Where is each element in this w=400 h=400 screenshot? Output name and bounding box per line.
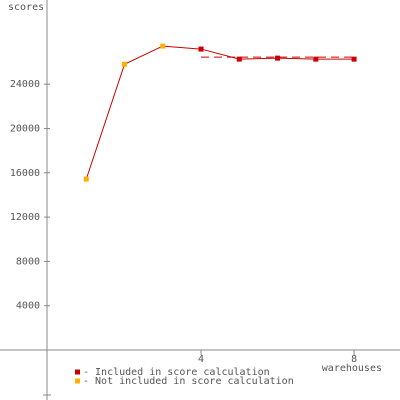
legend-label: - Not included in score calculation xyxy=(83,376,294,387)
y-tick-label: 16000 xyxy=(10,168,40,179)
line-segment xyxy=(239,57,278,60)
point xyxy=(83,176,89,182)
line-segment xyxy=(200,48,240,60)
y-tick-label: 20000 xyxy=(10,123,40,134)
y-axis-label: scores xyxy=(8,2,44,13)
legend-label: - Included in score calculation xyxy=(83,367,270,378)
point xyxy=(198,46,204,52)
point xyxy=(122,61,128,67)
x-tick-label: 4 xyxy=(198,354,204,365)
legend-marker xyxy=(75,378,80,384)
point xyxy=(275,55,281,61)
line-segment xyxy=(85,64,125,180)
line-segment xyxy=(277,57,316,60)
y-tick-label: 8000 xyxy=(16,256,40,267)
line-segment xyxy=(124,45,163,65)
point xyxy=(351,56,357,62)
point xyxy=(160,43,166,49)
y-tick-label: 12000 xyxy=(10,212,40,223)
x-tick-label: 8 xyxy=(351,354,357,365)
x-axis-label: warehouses xyxy=(322,363,382,374)
y-tick-label: 24000 xyxy=(10,79,40,90)
line-segment xyxy=(162,45,202,50)
point xyxy=(313,56,319,62)
point xyxy=(236,56,242,62)
y-tick-label: 4000 xyxy=(16,301,40,312)
legend-marker xyxy=(75,369,80,375)
